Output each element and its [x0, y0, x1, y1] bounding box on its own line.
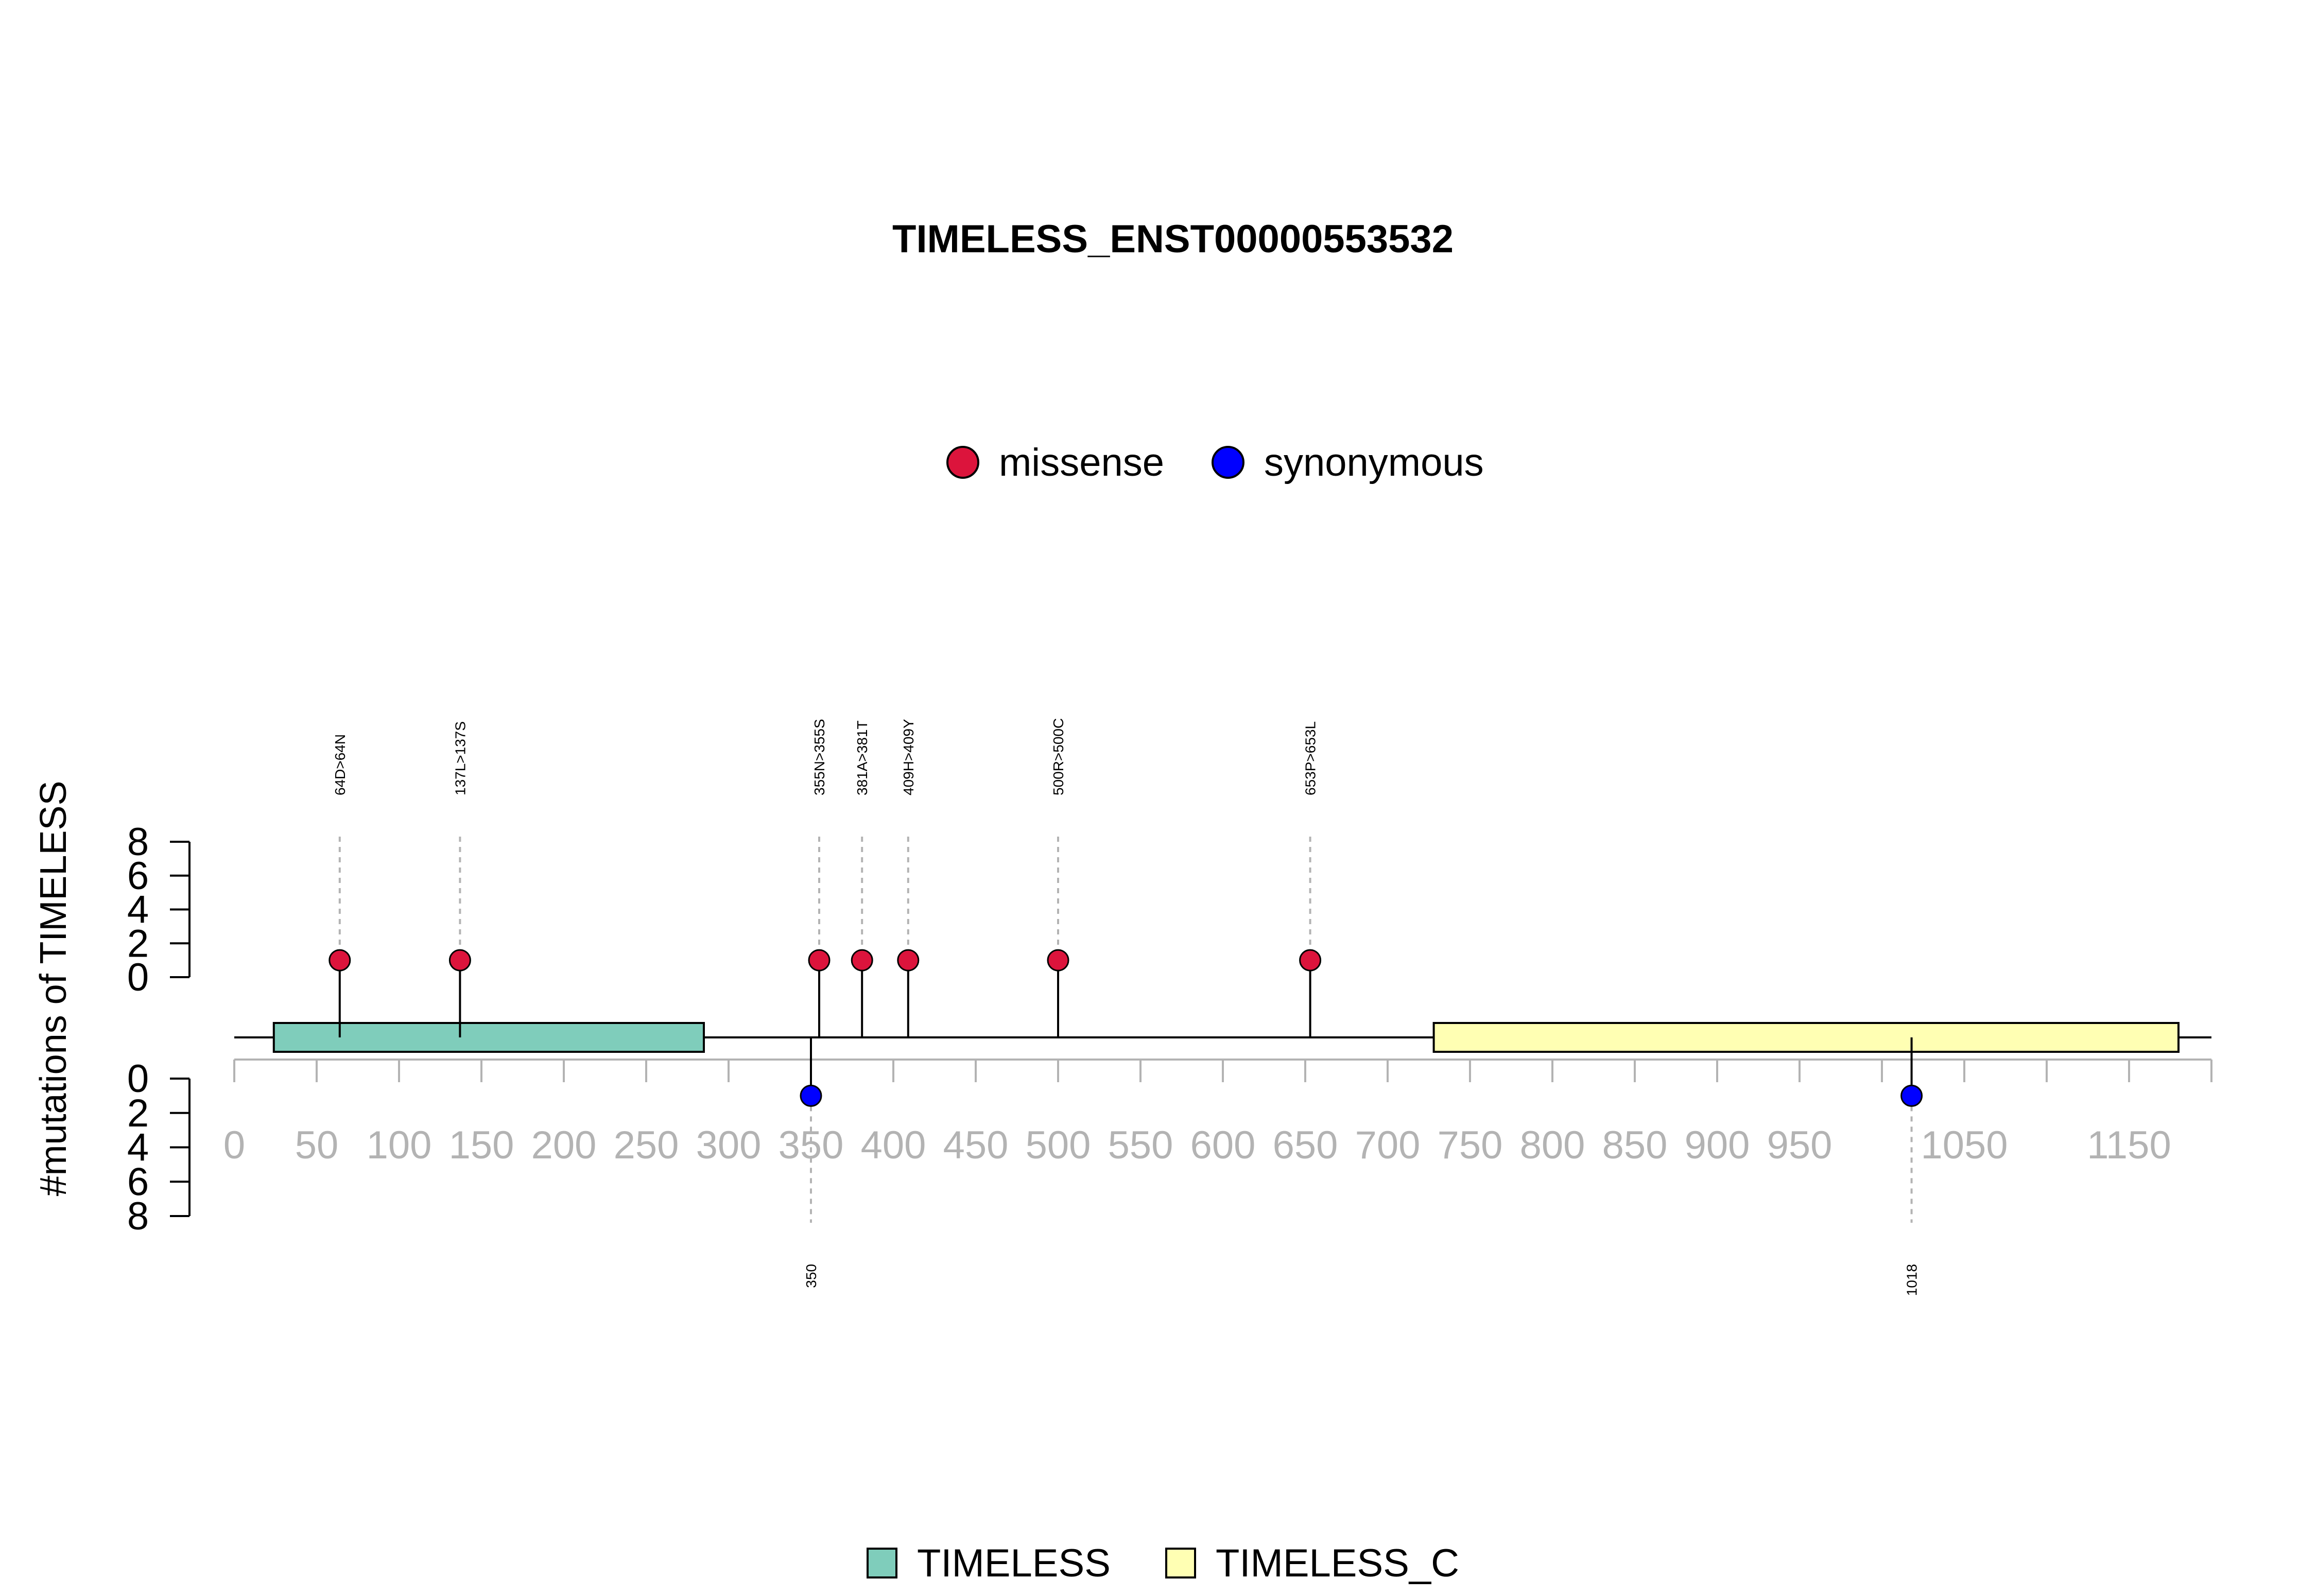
mutation-point-synonymous	[1900, 1084, 1923, 1107]
mutation-point-missense	[897, 949, 920, 972]
legend-label-domain-TIMELESS: TIMELESS	[917, 1541, 1111, 1585]
x-tick-label: 450	[943, 1123, 1009, 1167]
mutation-point-missense	[328, 949, 351, 972]
x-tick-label: 900	[1685, 1123, 1750, 1167]
domain-legend: TIMELESS TIMELESS_C	[867, 1541, 1459, 1585]
x-tick-label: 400	[861, 1123, 926, 1167]
x-tick-label: 100	[367, 1123, 432, 1167]
legend-marker-synonymous	[1212, 446, 1244, 479]
x-tick-label: 500	[1026, 1123, 1091, 1167]
mutation-lollipops: 64D>64N 137L>137S 355N>355S 381A>381T 409H>4…	[328, 718, 1923, 1296]
x-tick-label: 800	[1520, 1123, 1585, 1167]
y-tick-label-bottom: 2	[127, 1091, 149, 1135]
mutation-point-missense	[808, 949, 831, 972]
x-tick-label: 200	[531, 1123, 597, 1167]
mutation-label-top: 381A>381T	[854, 720, 870, 795]
domain-TIMELESS	[272, 1022, 705, 1053]
legend-marker-missense	[946, 446, 979, 479]
legend-label-missense: missense	[999, 441, 1164, 484]
y-tick-label-bottom: 0	[127, 1057, 149, 1101]
x-tick-label: 850	[1602, 1123, 1668, 1167]
y-tick-label-top: 4	[127, 888, 149, 932]
mutation-label-top: 355N>355S	[811, 719, 827, 795]
y-axis-label: #mutations of TIMELESS	[33, 780, 74, 1196]
x-tick-label: 700	[1355, 1123, 1421, 1167]
chart-title: TIMELESS_ENST00000553532	[892, 217, 1454, 261]
y-tick-label-top: 6	[127, 854, 149, 898]
legend-label-domain-TIMELESS_C: TIMELESS_C	[1216, 1541, 1459, 1585]
mutation-label-top: 653P>653L	[1303, 721, 1319, 795]
x-tick-label: 950	[1767, 1123, 1832, 1167]
x-tick-label: 300	[696, 1123, 762, 1167]
x-tick-label: 1050	[1921, 1123, 2008, 1167]
y-tick-label-bottom: 8	[127, 1194, 149, 1238]
mutation-label-top: 500R>500C	[1050, 718, 1066, 795]
mutation-type-legend: missense synonymous	[946, 441, 1484, 484]
legend-label-synonymous: synonymous	[1264, 441, 1484, 484]
y-tick-label-top: 0	[127, 956, 149, 999]
x-tick-label: 750	[1438, 1123, 1503, 1167]
y-tick-label-bottom: 6	[127, 1160, 149, 1204]
mutation-point-missense	[448, 949, 471, 972]
y-tick-label-bottom: 4	[127, 1126, 149, 1170]
x-tick-label: 50	[295, 1123, 339, 1167]
mutation-point-missense	[1047, 949, 1069, 972]
mutation-label-top: 64D>64N	[332, 734, 348, 795]
protein-backbone	[234, 1022, 2211, 1053]
x-tick-label: 600	[1190, 1123, 1256, 1167]
mutation-label-top: 409H>409Y	[901, 719, 917, 795]
x-tick-label: 250	[614, 1123, 679, 1167]
x-tick-label: 1150	[2087, 1123, 2171, 1167]
mutation-point-missense	[1299, 949, 1322, 972]
y-tick-label-top: 2	[127, 922, 149, 965]
x-tick-label: 550	[1108, 1123, 1173, 1167]
domain-TIMELESS_C	[1432, 1022, 2180, 1053]
x-tick-label: 650	[1273, 1123, 1338, 1167]
mutation-label-bottom: 1018	[1904, 1264, 1920, 1296]
x-axis: 0 50 100 150 200 250 300 350 400 450 500 550 600 650 7…	[223, 1059, 2212, 1167]
legend-marker-domain-TIMELESS_C	[1165, 1548, 1196, 1578]
y-tick-label-top: 8	[127, 820, 149, 864]
mutation-point-missense	[851, 949, 873, 972]
x-tick-label: 150	[449, 1123, 514, 1167]
legend-marker-domain-TIMELESS	[867, 1548, 897, 1578]
mutation-label-bottom: 350	[803, 1264, 819, 1288]
mutation-label-top: 137L>137S	[452, 721, 468, 795]
mutation-point-synonymous	[800, 1084, 822, 1107]
x-tick-label: 0	[223, 1123, 245, 1167]
